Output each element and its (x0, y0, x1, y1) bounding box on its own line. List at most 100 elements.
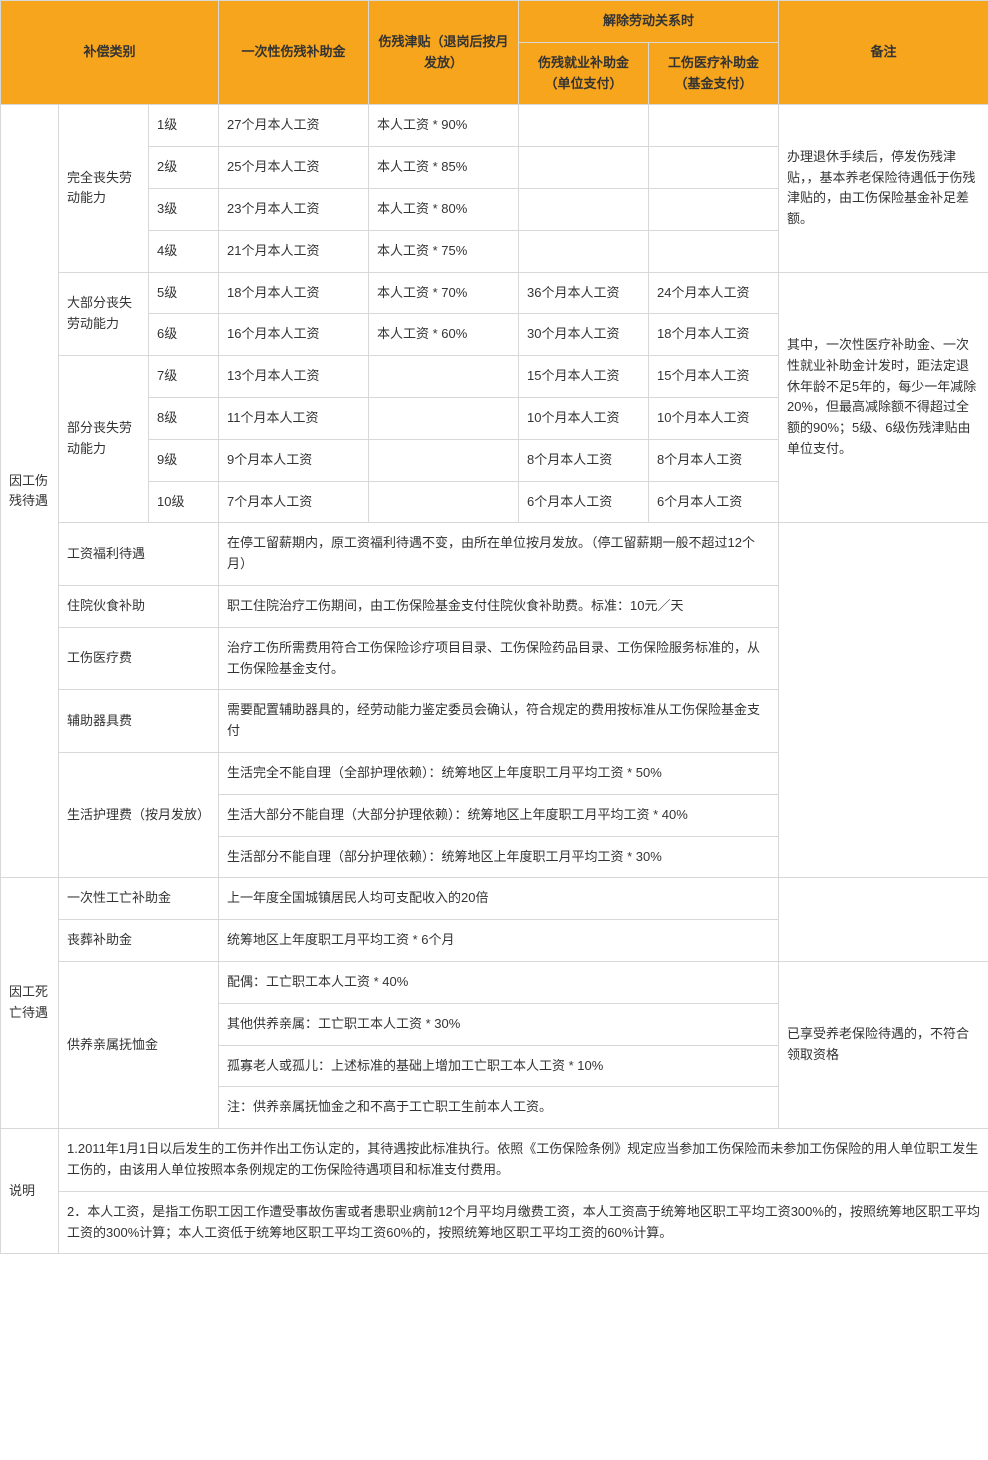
cell-level: 3级 (149, 188, 219, 230)
item-label: 工资福利待遇 (59, 523, 219, 586)
cell-sum: 13个月本人工资 (219, 356, 369, 398)
cell-empty-remark (779, 523, 988, 878)
section1-title: 因工伤残待遇 (1, 105, 59, 878)
group3-label: 部分丧失劳动能力 (59, 356, 149, 523)
cell-emp: 6个月本人工资 (519, 481, 649, 523)
hdr-emp-subsidy: 伤残就业补助金（单位支付） (519, 42, 649, 105)
cell-med: 15个月本人工资 (649, 356, 779, 398)
cell-emp (519, 147, 649, 189)
cell-level: 4级 (149, 230, 219, 272)
dep-remark: 已享受养老保险待遇的，不符合领取资格 (779, 961, 988, 1128)
table-row: 供养亲属抚恤金 配偶：工亡职工本人工资 * 40% 已享受养老保险待遇的，不符合… (1, 961, 988, 1003)
dep-row: 注：供养亲属抚恤金之和不高于工亡职工生前本人工资。 (219, 1087, 779, 1129)
cell-sum: 9个月本人工资 (219, 439, 369, 481)
cell-med (649, 147, 779, 189)
cell-emp: 36个月本人工资 (519, 272, 649, 314)
cell-emp: 15个月本人工资 (519, 356, 649, 398)
cell-sum: 21个月本人工资 (219, 230, 369, 272)
cell-allow: 本人工资 * 75% (369, 230, 519, 272)
cell-level: 7级 (149, 356, 219, 398)
item-text: 需要配置辅助器具的，经劳动能力鉴定委员会确认，符合规定的费用按标准从工伤保险基金… (219, 690, 779, 753)
care-label: 生活护理费（按月发放） (59, 752, 219, 877)
hdr-allowance: 伤残津贴（退岗后按月发放） (369, 1, 519, 105)
cell-level: 10级 (149, 481, 219, 523)
dep-label: 供养亲属抚恤金 (59, 961, 219, 1128)
cell-emp: 30个月本人工资 (519, 314, 649, 356)
group3-remark: 其中，一次性医疗补助金、一次性就业补助金计发时，距法定退休年龄不足5年的，每少一… (779, 272, 988, 523)
cell-allow (369, 397, 519, 439)
note-text: 2．本人工资，是指工伤职工因工作遭受事故伤害或者患职业病前12个月平均月缴费工资… (59, 1191, 988, 1254)
cell-level: 9级 (149, 439, 219, 481)
table-header: 补偿类别 一次性伤残补助金 伤残津贴（退岗后按月发放） 解除劳动关系时 备注 伤… (1, 1, 988, 105)
cell-level: 1级 (149, 105, 219, 147)
cell-med: 6个月本人工资 (649, 481, 779, 523)
group1-remark: 办理退休手续后，停发伤残津贴，，基本养老保险待遇低于伤残津贴的，由工伤保险基金补… (779, 105, 988, 272)
notes-label: 说明 (1, 1129, 59, 1254)
cell-emp: 10个月本人工资 (519, 397, 649, 439)
cell-sum: 27个月本人工资 (219, 105, 369, 147)
table-row: 大部分丧失劳动能力 5级 18个月本人工资 本人工资 * 70% 36个月本人工… (1, 272, 988, 314)
cell-level: 6级 (149, 314, 219, 356)
item-label: 住院伙食补助 (59, 585, 219, 627)
cell-emp (519, 188, 649, 230)
table-row: 因工死亡待遇 一次性工亡补助金 上一年度全国城镇居民人均可支配收入的20倍 (1, 878, 988, 920)
death-row-text: 上一年度全国城镇居民人均可支配收入的20倍 (219, 878, 779, 920)
hdr-lump-sum: 一次性伤残补助金 (219, 1, 369, 105)
item-text: 在停工留薪期内，原工资福利待遇不变，由所在单位按月发放。（停工留薪期一般不超过1… (219, 523, 779, 586)
cell-allow: 本人工资 * 70% (369, 272, 519, 314)
dep-row: 孤寡老人或孤儿：上述标准的基础上增加工亡职工本人工资 * 10% (219, 1045, 779, 1087)
death-row-text: 统筹地区上年度职工月平均工资 * 6个月 (219, 920, 779, 962)
cell-emp: 8个月本人工资 (519, 439, 649, 481)
cell-med: 10个月本人工资 (649, 397, 779, 439)
cell-med: 18个月本人工资 (649, 314, 779, 356)
hdr-remark: 备注 (779, 1, 988, 105)
hdr-med-subsidy: 工伤医疗补助金（基金支付） (649, 42, 779, 105)
dep-row: 其他供养亲属：工亡职工本人工资 * 30% (219, 1003, 779, 1045)
cell-sum: 16个月本人工资 (219, 314, 369, 356)
item-text: 治疗工伤所需费用符合工伤保险诊疗项目目录、工伤保险药品目录、工伤保险服务标准的，… (219, 627, 779, 690)
cell-sum: 23个月本人工资 (219, 188, 369, 230)
cell-med: 24个月本人工资 (649, 272, 779, 314)
cell-emp (519, 105, 649, 147)
table-row: 因工伤残待遇 完全丧失劳动能力 1级 27个月本人工资 本人工资 * 90% 办… (1, 105, 988, 147)
section2-title: 因工死亡待遇 (1, 878, 59, 1129)
cell-allow: 本人工资 * 60% (369, 314, 519, 356)
cell-sum: 7个月本人工资 (219, 481, 369, 523)
cell-sum: 18个月本人工资 (219, 272, 369, 314)
table-row: 工资福利待遇 在停工留薪期内，原工资福利待遇不变，由所在单位按月发放。（停工留薪… (1, 523, 988, 586)
cell-allow: 本人工资 * 85% (369, 147, 519, 189)
cell-allow: 本人工资 * 80% (369, 188, 519, 230)
cell-allow (369, 356, 519, 398)
cell-allow (369, 439, 519, 481)
note-text: 1.2011年1月1日以后发生的工伤并作出工伤认定的，其待遇按此标准执行。依照《… (59, 1129, 988, 1192)
cell-empty-remark (779, 878, 988, 962)
hdr-category: 补偿类别 (1, 1, 219, 105)
item-text: 职工住院治疗工伤期间，由工伤保险基金支付住院伙食补助费。标准：10元／天 (219, 585, 779, 627)
care-row: 生活完全不能自理（全部护理依赖）：统筹地区上年度职工月平均工资 * 50% (219, 752, 779, 794)
care-row: 生活大部分不能自理（大部分护理依赖）：统筹地区上年度职工月平均工资 * 40% (219, 794, 779, 836)
item-label: 辅助器具费 (59, 690, 219, 753)
cell-med (649, 230, 779, 272)
cell-allow: 本人工资 * 90% (369, 105, 519, 147)
cell-med (649, 105, 779, 147)
cell-allow (369, 481, 519, 523)
cell-med: 8个月本人工资 (649, 439, 779, 481)
cell-emp (519, 230, 649, 272)
table-row: 说明 1.2011年1月1日以后发生的工伤并作出工伤认定的，其待遇按此标准执行。… (1, 1129, 988, 1192)
table-row: 2．本人工资，是指工伤职工因工作遭受事故伤害或者患职业病前12个月平均月缴费工资… (1, 1191, 988, 1254)
care-row: 生活部分不能自理（部分护理依赖）：统筹地区上年度职工月平均工资 * 30% (219, 836, 779, 878)
death-row-label: 丧葬补助金 (59, 920, 219, 962)
death-row-label: 一次性工亡补助金 (59, 878, 219, 920)
dep-row: 配偶：工亡职工本人工资 * 40% (219, 961, 779, 1003)
cell-med (649, 188, 779, 230)
group2-label: 大部分丧失劳动能力 (59, 272, 149, 356)
compensation-table: 补偿类别 一次性伤残补助金 伤残津贴（退岗后按月发放） 解除劳动关系时 备注 伤… (0, 0, 988, 1254)
hdr-termination: 解除劳动关系时 (519, 1, 779, 43)
cell-level: 8级 (149, 397, 219, 439)
item-label: 工伤医疗费 (59, 627, 219, 690)
cell-sum: 25个月本人工资 (219, 147, 369, 189)
cell-level: 5级 (149, 272, 219, 314)
cell-sum: 11个月本人工资 (219, 397, 369, 439)
group1-label: 完全丧失劳动能力 (59, 105, 149, 272)
cell-level: 2级 (149, 147, 219, 189)
